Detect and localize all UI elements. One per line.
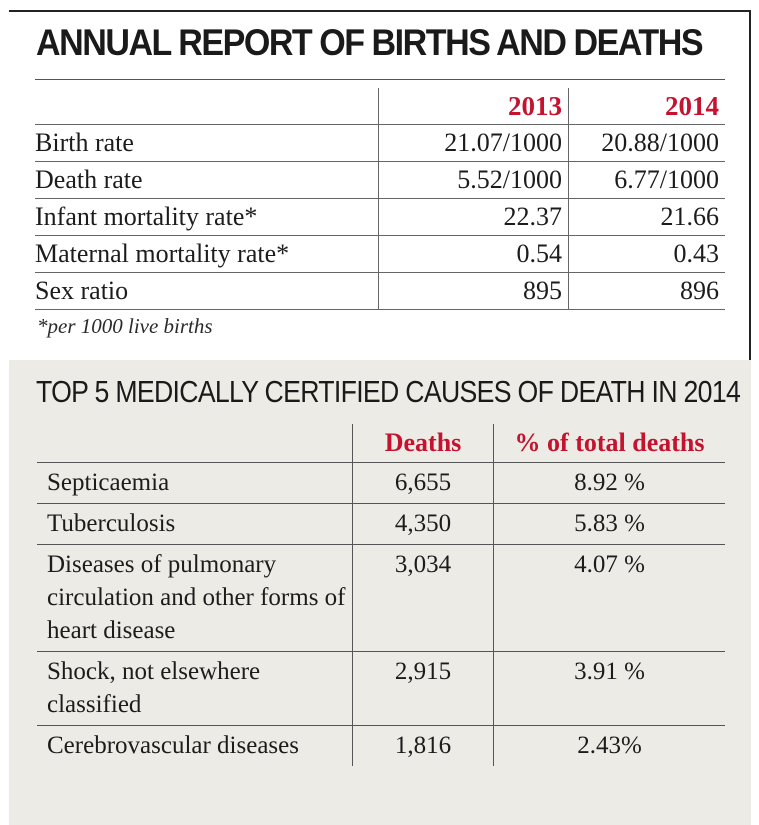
column-header-deaths: Deaths xyxy=(352,424,494,463)
cause-label: Shock, not elsewhere classified xyxy=(37,651,353,726)
title-divider xyxy=(35,79,725,80)
cause-label: Cerebrovascular diseases xyxy=(37,725,353,766)
column-header-2014: 2014 xyxy=(568,88,725,125)
value-2013: 0.54 xyxy=(378,235,569,273)
row-label: Sex ratio xyxy=(35,272,379,310)
value-2014: 20.88/1000 xyxy=(568,124,725,162)
row-label: Maternal mortality rate* xyxy=(35,235,379,273)
table-row: Death rate 5.52/1000 6.77/1000 xyxy=(35,161,725,199)
deaths-value: 3,034 xyxy=(352,544,494,652)
column-header-2013: 2013 xyxy=(378,88,569,125)
table-row: Shock, not elsewhere classified 2,915 3.… xyxy=(37,651,725,726)
table-row: Infant mortality rate* 22.37 21.66 xyxy=(35,198,725,236)
percent-value: 4.07 % xyxy=(493,544,725,652)
table-row: Sex ratio 895 896 xyxy=(35,272,725,310)
deaths-value: 2,915 xyxy=(352,651,494,726)
cause-label: Diseases of pulmonary circulation and ot… xyxy=(37,544,353,652)
empty-header xyxy=(37,424,353,463)
table-row: Diseases of pulmonary circulation and ot… xyxy=(37,544,725,652)
value-2014: 21.66 xyxy=(568,198,725,236)
value-2013: 5.52/1000 xyxy=(378,161,569,199)
value-2013: 22.37 xyxy=(378,198,569,236)
deaths-value: 4,350 xyxy=(352,503,494,545)
table-row: Maternal mortality rate* 0.54 0.43 xyxy=(35,235,725,273)
value-2014: 0.43 xyxy=(568,235,725,273)
empty-header xyxy=(35,88,379,125)
cause-label: Septicaemia xyxy=(37,462,353,504)
deaths-value: 1,816 xyxy=(352,725,494,766)
report-title: ANNUAL REPORT OF BIRTHS AND DEATHS xyxy=(36,22,704,63)
table-row: Tuberculosis 4,350 5.83 % xyxy=(37,503,725,545)
value-2013: 895 xyxy=(378,272,569,310)
causes-of-death-table: Deaths % of total deaths Septicaemia 6,6… xyxy=(37,424,725,766)
causes-title: TOP 5 MEDICALLY CERTIFIED CAUSES OF DEAT… xyxy=(36,374,741,409)
value-2014: 6.77/1000 xyxy=(568,161,725,199)
percent-value: 8.92 % xyxy=(493,462,725,504)
footnote: *per 1000 live births xyxy=(37,314,213,338)
table-row: Cerebrovascular diseases 1,816 2.43% xyxy=(37,725,725,766)
percent-value: 5.83 % xyxy=(493,503,725,545)
column-header-percent: % of total deaths xyxy=(493,424,725,463)
row-label: Infant mortality rate* xyxy=(35,198,379,236)
births-deaths-table: 2013 2014 Birth rate 21.07/1000 20.88/10… xyxy=(35,88,725,310)
row-label: Death rate xyxy=(35,161,379,199)
deaths-value: 6,655 xyxy=(352,462,494,504)
row-label: Birth rate xyxy=(35,124,379,162)
cause-label: Tuberculosis xyxy=(37,503,353,545)
value-2013: 21.07/1000 xyxy=(378,124,569,162)
value-2014: 896 xyxy=(568,272,725,310)
percent-value: 2.43% xyxy=(493,725,725,766)
table-row: Birth rate 21.07/1000 20.88/1000 xyxy=(35,124,725,162)
percent-value: 3.91 % xyxy=(493,651,725,726)
table-row: Septicaemia 6,655 8.92 % xyxy=(37,462,725,504)
